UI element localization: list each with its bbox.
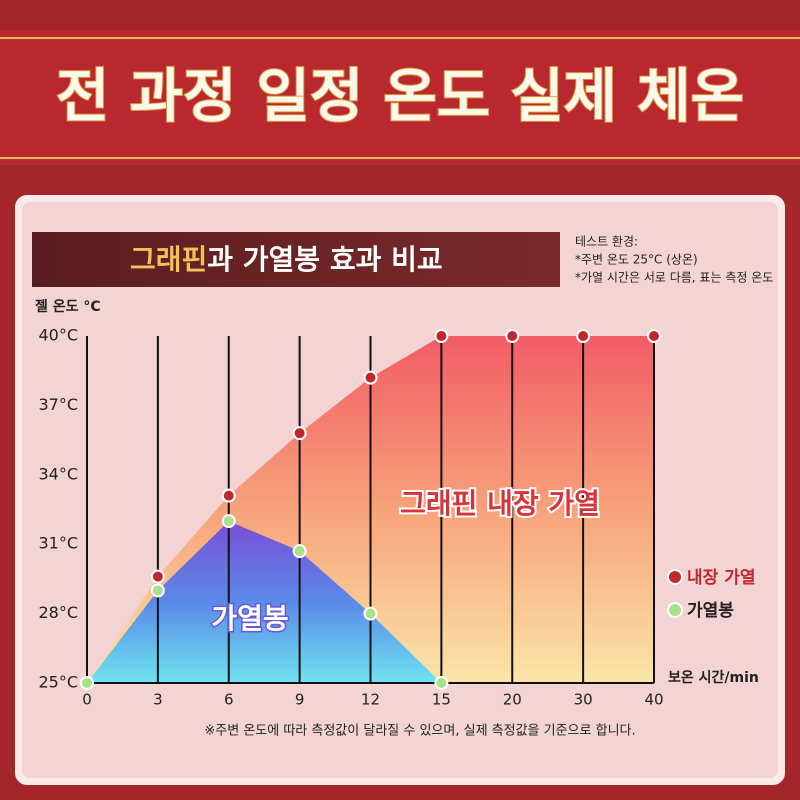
y-tick-label: 25°C (38, 673, 78, 692)
x-tick-label: 12 (361, 691, 380, 709)
point (150, 569, 165, 584)
legend-marker (667, 569, 683, 585)
legend-marker (667, 602, 683, 618)
x-tick-label: 6 (224, 691, 234, 709)
x-tick-label: 40 (644, 691, 663, 709)
x-tick-label: 9 (295, 691, 305, 709)
point (647, 329, 661, 343)
point (434, 329, 449, 343)
point (80, 676, 94, 690)
point (292, 426, 307, 441)
point (505, 329, 520, 343)
point (150, 583, 165, 598)
subtitle: 그래핀과 가열봉 효과 비교 (130, 243, 443, 276)
subtitle-banner (32, 232, 560, 287)
x-tick-label: 30 (574, 691, 593, 709)
x-tick-label: 20 (503, 691, 522, 709)
x-tick-label: 0 (82, 691, 92, 709)
point (576, 329, 591, 343)
note: *주변 온도 25°C (상온) (575, 253, 698, 267)
point (221, 488, 236, 503)
point (221, 514, 236, 529)
area (87, 521, 442, 683)
point (292, 544, 307, 559)
y-tick-label: 40°C (38, 326, 78, 345)
subtitle-highlight: 그래핀 (130, 243, 207, 276)
x-tick-label: 3 (153, 691, 163, 709)
footnote: ※주변 온도에 따라 측정값이 달라질 수 있으며, 실제 측정값을 기준으로 … (204, 724, 635, 739)
note: 테스트 환경: (575, 235, 638, 249)
y-tick-label: 37°C (38, 395, 78, 414)
y-tick-label: 28°C (38, 603, 78, 622)
subtitle-rest: 과 가열봉 효과 비교 (207, 243, 442, 276)
annotation: 가열봉 (211, 602, 288, 635)
y-tick-label: 31°C (38, 534, 78, 553)
legend-label: 가열봉 (687, 601, 734, 621)
annotation: 그래핀 내장 가열 (400, 487, 600, 520)
header-band (0, 30, 800, 165)
title: 전 과정 일정 온도 실제 체온 (56, 62, 744, 130)
y-axis-label: 젤 온도 °C (35, 299, 101, 315)
y-tick-label: 34°C (38, 464, 78, 483)
point (434, 676, 449, 690)
point (363, 606, 378, 621)
point (363, 370, 378, 385)
x-tick-label: 15 (432, 691, 451, 709)
legend-label: 내장 가열 (687, 568, 755, 588)
x-axis-label: 보온 시간/min (668, 669, 759, 686)
note: *가열 시간은 서로 다름, 표는 측정 온도 (575, 271, 773, 285)
